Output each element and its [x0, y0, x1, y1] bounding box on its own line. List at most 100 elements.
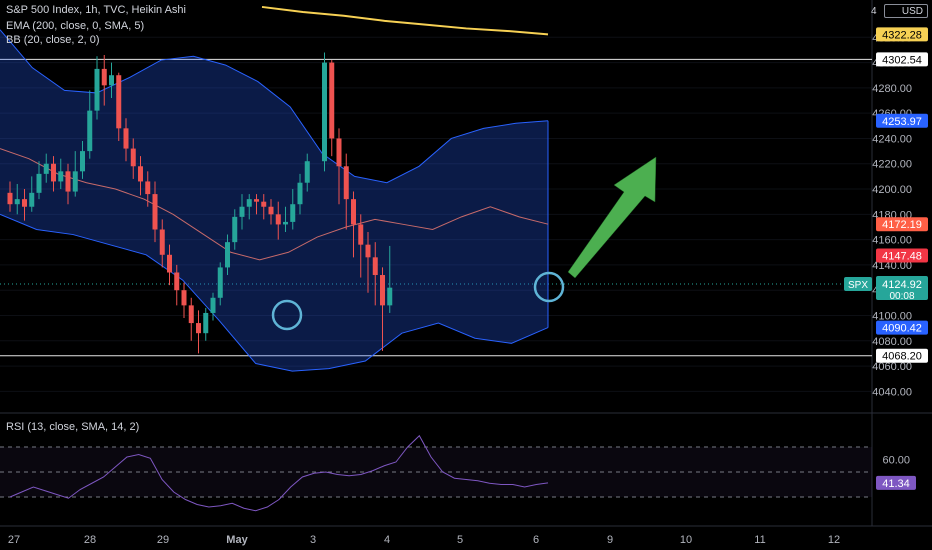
price-badge-bg — [876, 27, 928, 42]
candle-body — [22, 199, 27, 207]
currency-selector[interactable]: 4 USD — [871, 4, 928, 18]
time-axis: 27 28 29 May 3 4 5 6 9 10 11 12 — [8, 534, 840, 546]
candle-body — [14, 199, 20, 205]
price-tick-label: 4140.00 — [872, 260, 912, 272]
candle-body — [322, 62, 327, 162]
price-badge-bg — [876, 320, 928, 335]
rsi-badge: 41.34 — [876, 475, 916, 490]
candle-body — [203, 312, 209, 334]
price-tick-label: 4040.00 — [872, 386, 912, 398]
price-badge-text: 4172.19 — [882, 219, 922, 231]
candle-body — [283, 221, 288, 225]
candle-body — [358, 224, 364, 245]
legend-title[interactable]: S&P 500 Index, 1h, TVC, Heikin Ashi — [6, 4, 186, 16]
rsi-panel — [0, 434, 872, 512]
rsi-axis: 60.00 41.34 — [876, 455, 916, 490]
candle-body — [181, 290, 187, 306]
candle-body — [36, 173, 42, 193]
candle-body — [138, 166, 143, 182]
candle-body — [58, 171, 64, 182]
candle-body — [130, 148, 136, 167]
candle-body — [196, 323, 201, 334]
candle-body — [210, 297, 216, 313]
time-tick-label: 4 — [384, 534, 390, 546]
price-badge-text: 4090.42 — [882, 323, 922, 335]
candle-body — [387, 287, 393, 306]
time-tick-label: 11 — [754, 534, 765, 546]
candle-body — [145, 181, 151, 195]
symbol-label: SPX — [848, 280, 868, 291]
time-tick-label: 9 — [607, 534, 613, 546]
candle-body — [239, 206, 245, 217]
candle-body — [94, 68, 100, 111]
candle-body — [372, 257, 378, 276]
candle-body — [254, 199, 259, 202]
candle-body — [87, 110, 93, 152]
price-badge-bg — [876, 52, 928, 67]
candle-body — [80, 151, 85, 172]
rsi-line — [9, 434, 549, 512]
candle-body — [217, 267, 223, 298]
candle-body — [72, 171, 78, 192]
candle-body — [343, 166, 349, 200]
price-tick-label: 4080.00 — [872, 336, 912, 348]
price-badge-text: 4068.20 — [882, 351, 922, 363]
candle-body — [109, 75, 114, 86]
price-tick-label: 4240.00 — [872, 133, 912, 145]
symbol-badge — [844, 276, 872, 291]
candle-body — [116, 75, 122, 129]
price-badge: 4302.54 — [876, 52, 928, 67]
candle-body — [365, 244, 371, 258]
rsi-badge-text: 41.34 — [882, 478, 910, 490]
candle-body — [275, 214, 281, 225]
legend-bb[interactable]: BB (20, close, 2, 0) — [6, 34, 100, 46]
candle-body — [188, 305, 194, 324]
time-tick-label: 10 — [680, 534, 692, 546]
price-tick-label: 4100.00 — [872, 310, 912, 322]
price-badge: 4090.42 — [876, 320, 928, 335]
price-badge: 4172.19 — [876, 217, 928, 232]
candle-body — [152, 194, 158, 230]
price-badge-text: 4253.97 — [882, 116, 922, 128]
price-badge: 4322.28 — [876, 27, 928, 42]
last-price-countdown: 00:08 — [889, 291, 914, 302]
candle-body — [167, 254, 172, 273]
candle-body — [297, 182, 303, 205]
price-tick-label: 4200.00 — [872, 184, 912, 196]
last-price-value: 4124.92 — [882, 279, 922, 291]
legend-rsi[interactable]: RSI (13, close, SMA, 14, 2) — [6, 421, 140, 433]
price-tick-label: 4280.00 — [872, 83, 912, 95]
candle-body — [336, 138, 342, 167]
candle-body — [380, 275, 385, 306]
candle-body — [123, 128, 129, 149]
price-badge: 4253.97 — [876, 113, 928, 128]
bollinger-bands — [0, 29, 549, 372]
bb-lower — [0, 213, 549, 372]
price-tick-label: 4160.00 — [872, 235, 912, 247]
bb-fill — [0, 29, 548, 372]
legend-ema[interactable]: EMA (200, close, 0, SMA, 5) — [6, 20, 145, 32]
currency-label: USD — [901, 6, 923, 17]
time-tick-label: 27 — [8, 534, 20, 546]
price-tick-label: 4060.00 — [872, 361, 912, 373]
candlesticks — [7, 52, 393, 354]
time-tick-label: 3 — [310, 534, 316, 546]
candle-body — [7, 192, 13, 205]
candle-body — [290, 204, 296, 222]
time-tick-label: 29 — [157, 534, 169, 546]
price-badge: 4068.20 — [876, 348, 928, 363]
price-badge-bg — [876, 113, 928, 128]
candle-body — [101, 68, 107, 86]
price-badge-text: 4302.54 — [882, 54, 922, 66]
price-badge-bg — [876, 248, 928, 263]
horizontal-levels — [0, 58, 872, 357]
annotations — [271, 156, 657, 331]
last-price-badge — [876, 275, 928, 300]
price-badge-text: 4322.28 — [882, 29, 922, 41]
price-axis: 4040.004060.004080.004100.004120.004140.… — [844, 27, 928, 398]
green-arrow — [567, 156, 657, 279]
candle-body — [268, 206, 274, 215]
candle-body — [246, 199, 252, 207]
candle-body — [29, 192, 35, 207]
